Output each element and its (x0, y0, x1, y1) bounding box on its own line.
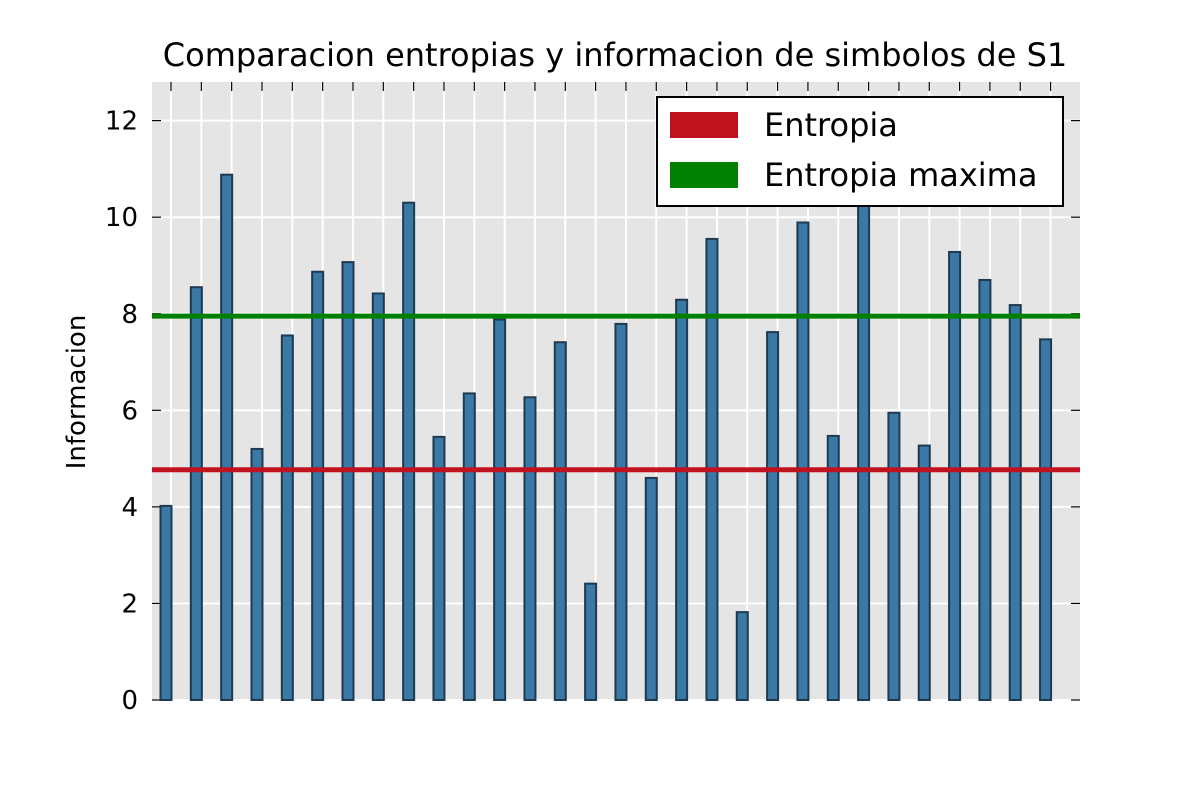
bar (371, 292, 385, 701)
bar (796, 221, 810, 701)
y-tick-label: 8 (121, 300, 138, 330)
bar-series (159, 173, 1053, 702)
legend-label-entropia: Entropia (764, 106, 898, 144)
bar (341, 261, 355, 701)
bar (553, 341, 567, 701)
axis-ticks (152, 82, 1080, 701)
legend: Entropia Entropia maxima (656, 96, 1064, 207)
bar (826, 434, 840, 701)
bar (1039, 338, 1053, 701)
bar (432, 435, 446, 701)
y-axis-label: Informacion (62, 315, 92, 470)
y-tick-label: 6 (121, 396, 138, 426)
bar (887, 411, 901, 701)
bar (493, 318, 507, 701)
bar (948, 250, 962, 701)
bar (402, 201, 416, 701)
y-tick-label: 0 (121, 686, 138, 716)
bar (1008, 304, 1022, 701)
bar (644, 476, 658, 701)
y-tick-label: 2 (121, 589, 138, 619)
bar (584, 582, 598, 702)
bar (675, 298, 689, 701)
bar (159, 504, 173, 701)
bar (735, 611, 749, 701)
legend-label-entropia-maxima: Entropia maxima (764, 156, 1037, 194)
y-tick-label: 4 (121, 493, 138, 523)
bar (189, 286, 203, 701)
bar (250, 447, 264, 701)
bar (978, 278, 992, 701)
reference-lines (152, 313, 1080, 473)
bar (220, 173, 234, 701)
bar (614, 322, 628, 701)
bar (280, 334, 294, 701)
y-tick-label: 12 (105, 107, 138, 137)
bar (462, 392, 476, 701)
legend-swatch-entropia-maxima (670, 162, 738, 188)
bar (766, 331, 780, 701)
y-tick-labels: 0 2 4 6 8 10 12 (105, 107, 138, 716)
legend-swatch-entropia (670, 112, 738, 138)
bar (917, 444, 931, 701)
chart-title: Comparacion entropias y informacion de s… (163, 36, 1067, 74)
bar (523, 396, 537, 701)
y-tick-label: 10 (105, 203, 138, 233)
bar (311, 270, 325, 701)
bar (857, 201, 871, 701)
